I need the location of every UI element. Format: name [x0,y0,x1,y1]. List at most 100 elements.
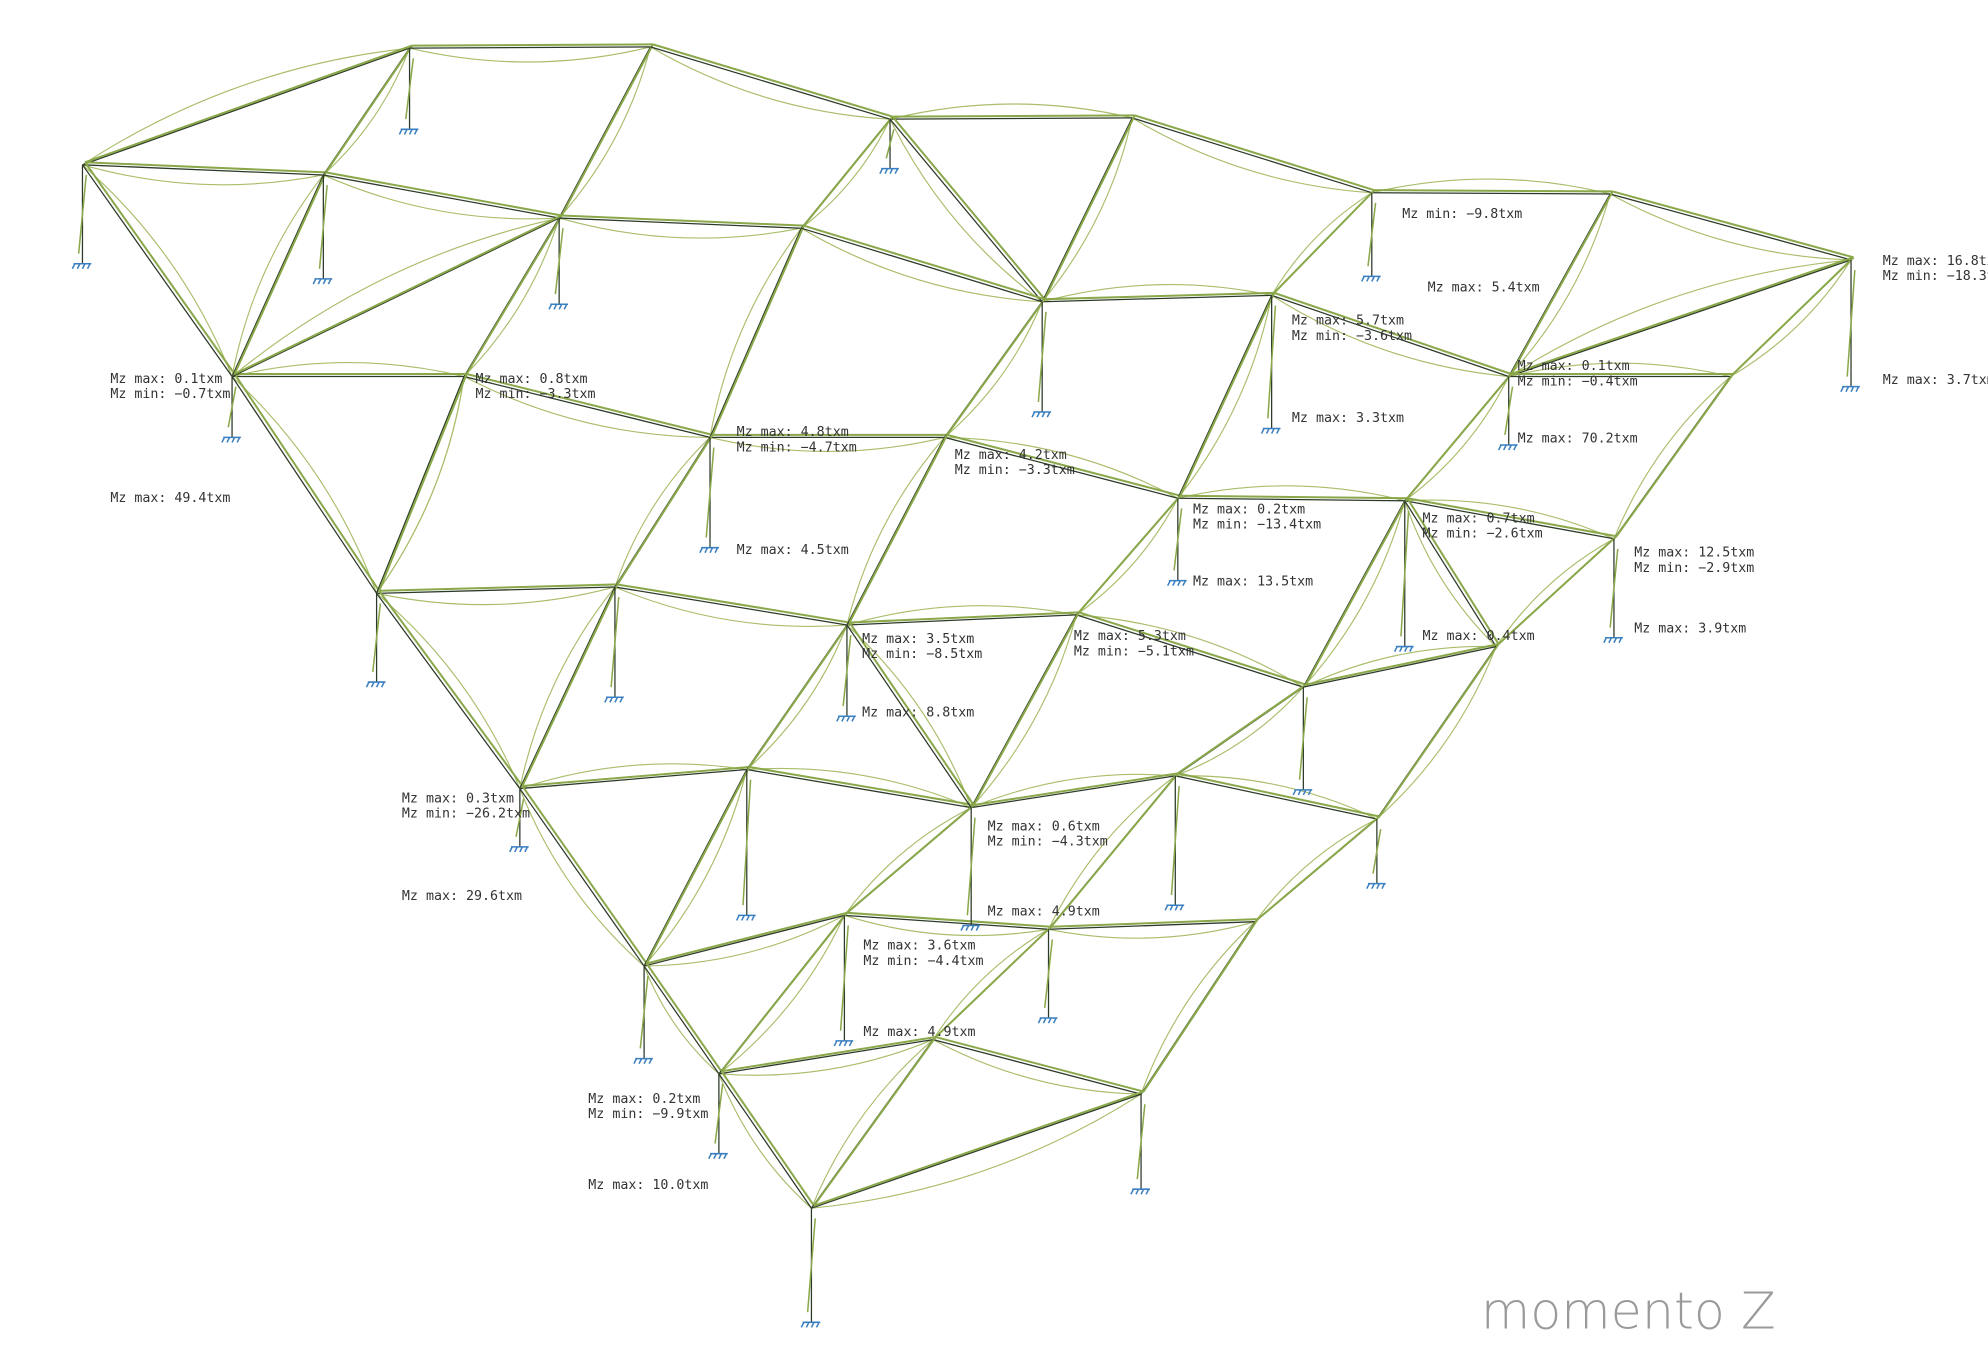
moment-label: Mz min: −18.3txm [1883,269,1988,284]
support [1499,445,1518,450]
beam-diagram [562,216,804,226]
moment-label: Mz min: −4.3txm [988,835,1108,850]
moment-label: Mz min: −5.1txm [1074,644,1194,659]
moment-label: Mz min: −3.3txm [475,387,595,402]
moment-label: Mz min: −3.6txm [1292,329,1412,344]
beam [559,47,650,218]
support [313,279,332,284]
moment-curve [847,606,1076,625]
beam-diagram [326,172,562,215]
moment-label: Mz max: 0.3txm [402,792,514,807]
moment-label: Mz max: 4.9txm [863,1025,975,1040]
beam-diagram [85,162,326,172]
moment-label: Mz min: −3.3txm [955,463,1075,478]
beam-diagram [522,786,646,963]
support [510,847,529,852]
beam-diagram [947,299,1045,435]
beam-diagram [1733,257,1853,374]
moment-label: Mz min: −2.9txm [1634,561,1754,576]
beam-diagram [713,226,804,435]
moment-label: Mz min: −9.9txm [588,1107,708,1122]
beam [232,175,323,377]
beam-diagram [849,435,947,623]
support [1604,638,1623,643]
beam-diagram [412,44,653,45]
moment-label: Mz max: 3.7txm [1883,373,1988,388]
moment-label: Mz max: 5.3txm [1074,629,1186,644]
support [834,1041,853,1046]
moment-label: Mz max: 3.6txm [863,939,975,954]
beam [1175,776,1377,819]
support [72,264,91,269]
beam [644,770,747,967]
beam [1042,118,1132,302]
beam-diagram [1306,644,1499,685]
beam-diagram [1511,257,1853,374]
beam [520,789,644,966]
support [399,129,418,134]
support [880,169,899,174]
beam-diagram [562,44,653,215]
beam [82,48,409,165]
moment-label: Mz max: 4.2txm [955,448,1067,463]
moment-label: Mz max: 4.8txm [737,425,849,440]
beam-diagram [849,612,1078,622]
beam-diagram [1258,816,1380,919]
beam-diagram [814,1092,1144,1206]
beam [933,1040,1141,1095]
beam-diagram [893,117,1045,300]
beam [847,437,945,625]
beam-diagram [235,172,326,374]
moment-label: Mz max: 0.6txm [988,819,1100,834]
beam [410,47,651,48]
moment-label: Mz max: 0.8txm [475,372,587,387]
moment-label: Mz max: 4.9txm [988,904,1100,919]
moment-label: Mz max: 4.5txm [737,543,849,558]
beam-diagram [522,767,749,786]
support [700,548,719,553]
moment-label: Mz min: −26.2txm [402,807,530,822]
beam-diagram [721,913,847,1071]
support [1262,429,1281,434]
beam [644,966,719,1074]
support [837,716,856,721]
beam-diagram [1274,190,1374,293]
moment-label: Mz min: −4.4txm [863,954,983,969]
beam [520,587,615,789]
support [605,697,624,702]
page: Mz min: −9.8txmMz max: 5.4txmMz max: 16.… [0,0,1988,1354]
support [961,925,980,930]
beam-diagram [721,1037,935,1071]
beam [890,118,1132,119]
diagram: Mz min: −9.8txmMz max: 5.4txmMz max: 16.… [0,0,1988,1354]
beam-diagram [379,591,522,786]
support [1367,884,1386,889]
moment-label: Mz min: −8.5txm [862,647,982,662]
beam-diagram [749,622,849,767]
moment-label: Mz max: 13.5txm [1193,575,1313,590]
moment-label: Mz max: 16.8txm [1883,254,1988,269]
support [634,1059,653,1064]
moment-label: Mz max: 10.0txm [588,1178,708,1193]
beam-diagram [814,1037,936,1206]
beam [377,593,520,788]
moment-label: Mz min: −13.4txm [1193,518,1321,533]
support [1032,412,1051,417]
beam [1610,194,1851,260]
moment-label: Mz max: 3.3txm [1292,411,1404,426]
beam-diagram [1407,374,1511,498]
beam [710,228,801,437]
support [1293,790,1312,795]
beam-diagram [893,115,1135,116]
beam-diagram [974,773,1178,805]
moment-label: Mz min: −0.7txm [110,387,230,402]
beam [232,218,559,376]
support [1168,581,1187,586]
support [366,682,385,687]
moment-label: Mz max: 0.1txm [110,372,222,387]
support [1131,1189,1150,1194]
moment-labels: Mz min: −9.8txmMz max: 5.4txmMz max: 16.… [110,207,1988,1193]
beam [377,377,464,594]
beam-diagram [1180,293,1274,496]
moment-label: Mz max: 0.2txm [588,1092,700,1107]
